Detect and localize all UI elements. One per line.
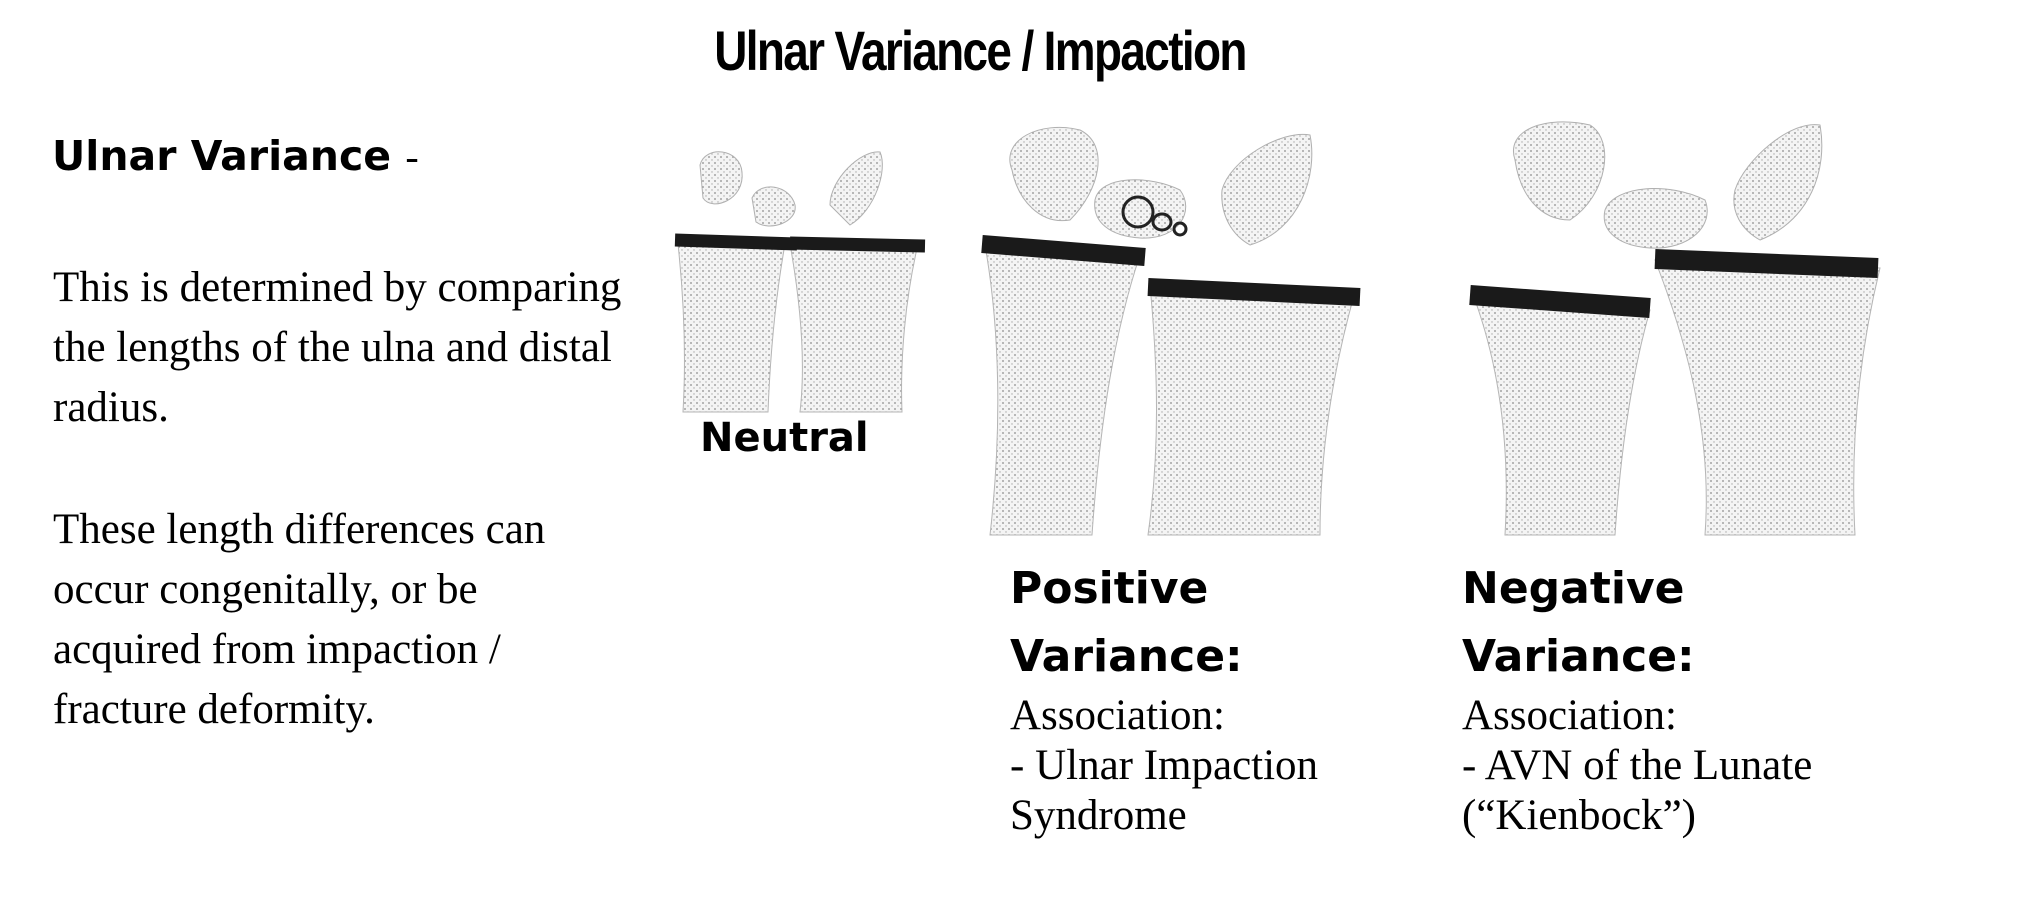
neutral-carpal-bone <box>751 186 796 227</box>
neutral-carpal-bone <box>699 151 743 205</box>
positive-impaction-circle <box>1151 212 1173 232</box>
neutral-ulna-line <box>674 233 798 251</box>
positive-label-line2: Variance: <box>1010 631 1243 682</box>
neutral-label: Neutral <box>700 415 869 461</box>
positive-ulna <box>984 244 1141 536</box>
positive-radius <box>1147 284 1356 536</box>
positive-radius-line <box>1147 278 1361 306</box>
positive-impaction-circle <box>1172 221 1188 237</box>
section-heading: Ulnar Variance - <box>52 132 419 180</box>
page-title: Ulnar Variance / Impaction <box>714 19 1247 82</box>
negative-ulna-line <box>1469 285 1651 318</box>
positive-association-line1: - Ulnar Impaction <box>1010 742 1319 789</box>
negative-carpal-bone <box>1512 121 1606 221</box>
paragraph-causes: These length differences can occur conge… <box>53 506 546 733</box>
neutral-carpal-bone <box>829 151 883 226</box>
negative-variance-caption: Negative Variance: Association: - AVN of… <box>1462 555 1882 841</box>
paragraph-determination: This is determined by comparing the leng… <box>53 264 622 431</box>
negative-label-line1: Negative <box>1462 563 1685 614</box>
positive-carpal-bone <box>1009 126 1099 222</box>
positive-carpal-bone <box>1094 179 1187 239</box>
neutral-radius <box>789 243 919 413</box>
negative-association-label: Association: <box>1462 692 1677 739</box>
negative-label-line2: Variance: <box>1462 631 1695 682</box>
negative-association-line2: (“Kienbock”) <box>1462 792 1696 839</box>
negative-radius-line <box>1654 249 1879 278</box>
negative-association-line1: - AVN of the Lunate <box>1462 742 1813 789</box>
negative-carpal-bone <box>1603 188 1708 249</box>
positive-variance-caption: Positive Variance: Association: - Ulnar … <box>1010 555 1430 841</box>
positive-diagram <box>981 126 1361 536</box>
positive-impaction-circle <box>1121 195 1155 229</box>
heading-dash: - <box>405 134 419 179</box>
negative-diagram <box>1469 121 1881 536</box>
negative-radius <box>1654 259 1881 536</box>
neutral-ulna <box>677 243 786 413</box>
negative-carpal-bone <box>1733 124 1823 241</box>
neutral-diagram <box>674 151 926 413</box>
neutral-radius-line <box>789 236 926 253</box>
positive-association-label: Association: <box>1010 692 1225 739</box>
positive-carpal-bone <box>1221 133 1313 246</box>
positive-association-line2: Syndrome <box>1010 792 1187 839</box>
positive-label-line1: Positive <box>1010 563 1209 614</box>
positive-ulna-line <box>981 235 1146 266</box>
negative-ulna <box>1474 299 1651 536</box>
heading-text: Ulnar Variance <box>52 132 392 180</box>
